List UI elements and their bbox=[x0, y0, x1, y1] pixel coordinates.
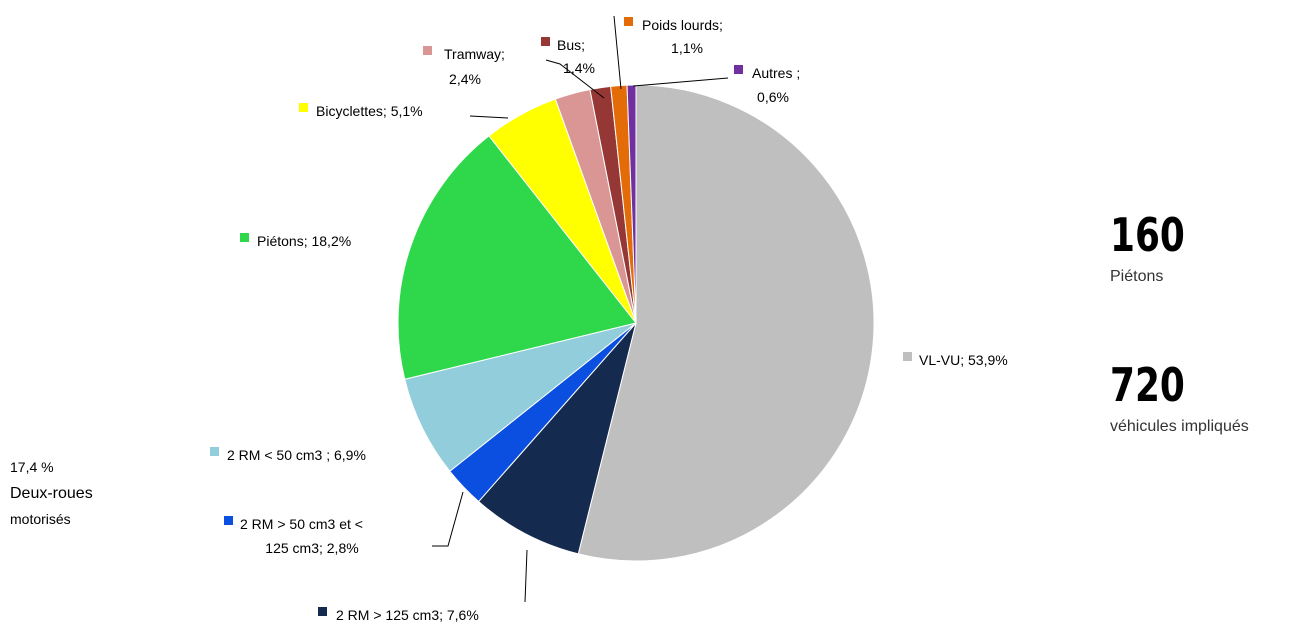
leader-line bbox=[524, 549, 528, 603]
data-label: Piétons; 18,2% bbox=[257, 233, 351, 249]
group-note: 17,4 % bbox=[10, 459, 54, 475]
stat-label: véhicules impliqués bbox=[1110, 418, 1249, 435]
pie-slice bbox=[404, 322, 637, 472]
pie-slice bbox=[397, 135, 637, 380]
legend-swatch bbox=[734, 65, 743, 74]
leader-line bbox=[632, 77, 729, 87]
stat-number: 720 bbox=[1110, 359, 1185, 413]
data-label: 2 RM < 50 cm3 ; 6,9% bbox=[227, 447, 366, 463]
data-label: 1,4% bbox=[563, 60, 595, 76]
data-label: Bus; bbox=[557, 37, 585, 53]
pie-slice bbox=[577, 84, 875, 562]
legend-swatch bbox=[210, 447, 219, 456]
legend-swatch bbox=[224, 516, 233, 525]
data-label: 2,4% bbox=[449, 71, 481, 87]
data-label: 2 RM > 125 cm3; 7,6% bbox=[336, 607, 479, 622]
data-label: Poids lourds; bbox=[642, 17, 723, 33]
data-label: 125 cm3; 2,8% bbox=[265, 540, 358, 556]
leader-line bbox=[545, 59, 605, 99]
legend-swatch bbox=[903, 352, 912, 361]
legend-swatch bbox=[541, 37, 550, 46]
pie-slice bbox=[626, 84, 637, 324]
stat-number: 160 bbox=[1110, 209, 1185, 263]
data-label: 1,1% bbox=[671, 40, 703, 56]
group-note: Deux-roues bbox=[10, 485, 93, 502]
group-note: motorisés bbox=[10, 511, 71, 527]
legend-swatch bbox=[240, 233, 249, 242]
legend-swatch bbox=[423, 46, 432, 55]
leader-line bbox=[469, 115, 509, 119]
data-label: Tramway; bbox=[444, 46, 505, 62]
legend-swatch bbox=[318, 607, 327, 616]
data-label: VL-VU; 53,9% bbox=[919, 352, 1008, 368]
data-label: 0,6% bbox=[757, 89, 789, 105]
data-label: 2 RM > 50 cm3 et < bbox=[240, 516, 363, 532]
legend-swatch bbox=[299, 103, 308, 112]
data-label: Bicyclettes; 5,1% bbox=[316, 103, 423, 119]
legend-swatch bbox=[624, 17, 633, 26]
leader-line bbox=[613, 15, 622, 90]
data-label: Autres ; bbox=[752, 65, 800, 81]
leader-line bbox=[432, 491, 464, 547]
stat-label: Piétons bbox=[1110, 268, 1163, 285]
pie-slice bbox=[477, 322, 637, 555]
